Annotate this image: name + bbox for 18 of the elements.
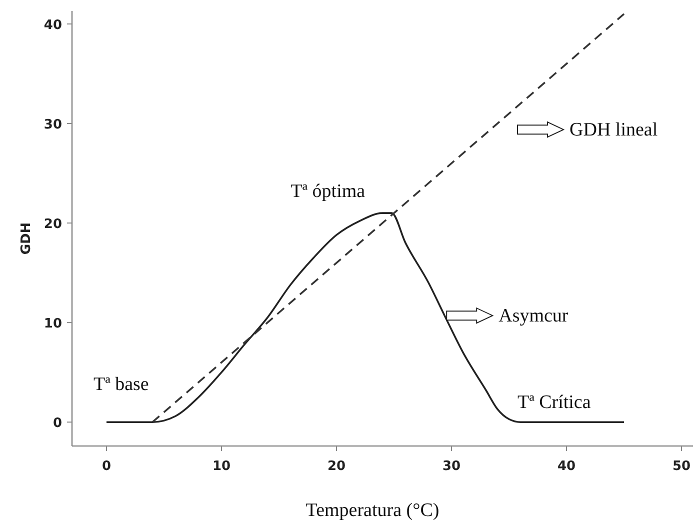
- annotation: Tª Crítica: [518, 392, 592, 414]
- x-axis-title: Temperatura (°C): [306, 500, 440, 521]
- x-tick-label: 50: [672, 459, 691, 474]
- y-tick-label: 20: [44, 217, 62, 232]
- annotation: GDH lineal: [570, 120, 658, 141]
- y-tick-label: 30: [44, 117, 62, 132]
- x-tick-label: 10: [212, 459, 231, 474]
- annotation: Asymcur: [498, 306, 569, 327]
- x-tick-label: 40: [557, 459, 576, 474]
- annotation: Tª óptima: [290, 181, 366, 202]
- x-tick-label: 0: [102, 459, 112, 474]
- x-tick-label: 20: [327, 459, 346, 474]
- y-axis-title: GDH: [19, 222, 34, 255]
- y-tick-label: 40: [44, 18, 62, 33]
- annotation: Tª base: [94, 374, 149, 396]
- y-tick-label: 0: [52, 416, 62, 432]
- x-tick-label: 30: [442, 459, 461, 474]
- y-tick-label: 10: [44, 316, 62, 332]
